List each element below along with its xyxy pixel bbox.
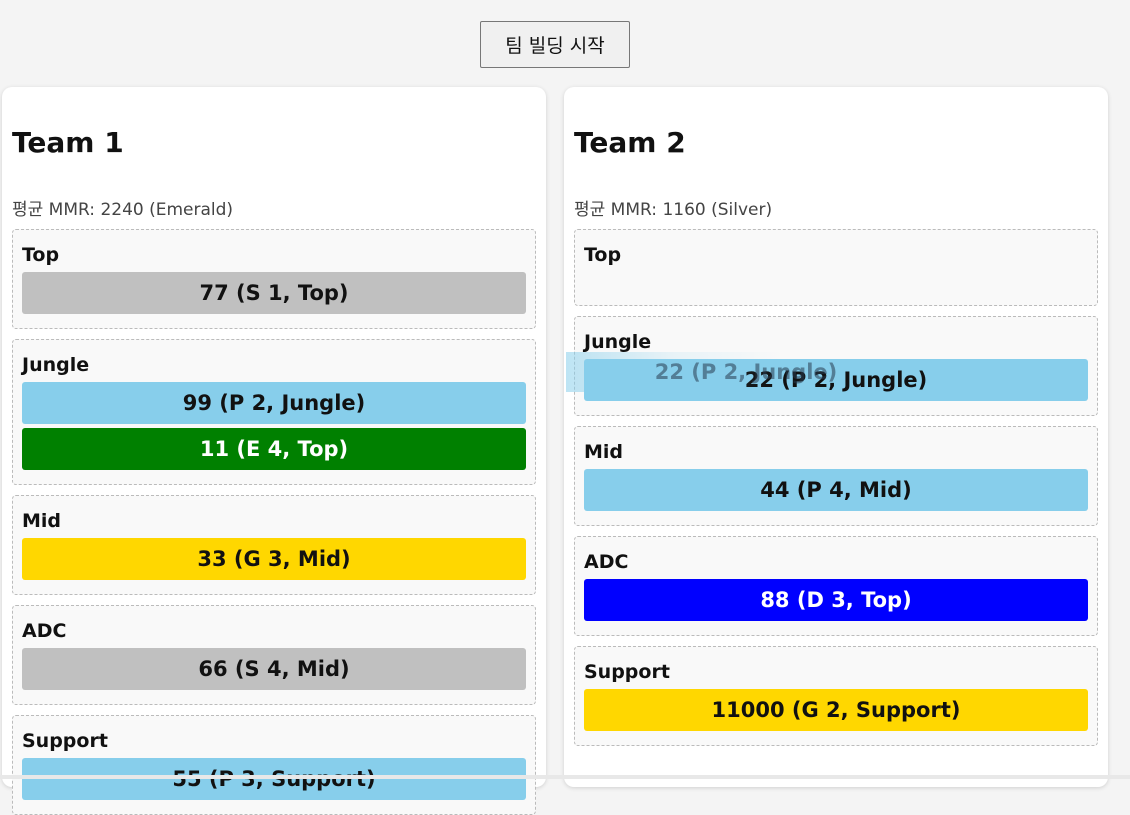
slot-top[interactable]: Top 77 (S 1, Top) xyxy=(12,229,536,329)
average-mmr: 평균 MMR: 1160 (Silver) xyxy=(574,200,773,220)
player-card[interactable]: 99 (P 2, Jungle) xyxy=(22,382,526,424)
team-title: Team 1 xyxy=(12,126,124,159)
slot-name: Top xyxy=(584,244,622,266)
player-card[interactable]: 11 (E 4, Top) xyxy=(22,428,526,470)
slot-name: Support xyxy=(22,730,108,752)
average-mmr: 평균 MMR: 2240 (Emerald) xyxy=(12,200,234,220)
start-team-building-button[interactable]: 팀 빌딩 시작 xyxy=(480,21,630,68)
window-bottom-edge xyxy=(0,775,1130,779)
slot-name: Mid xyxy=(22,510,62,532)
slot-jungle[interactable]: Jungle 99 (P 2, Jungle) 11 (E 4, Top) xyxy=(12,339,536,485)
top-bar: 팀 빌딩 시작 xyxy=(0,0,1130,87)
player-card[interactable]: 88 (D 3, Top) xyxy=(584,579,1088,621)
slot-adc[interactable]: ADC 66 (S 4, Mid) xyxy=(12,605,536,705)
slot-name: Top xyxy=(22,244,60,266)
player-card[interactable]: 66 (S 4, Mid) xyxy=(22,648,526,690)
slot-support[interactable]: Support 55 (P 3, Support) xyxy=(12,715,536,815)
slot-name: ADC xyxy=(584,551,629,573)
slot-mid[interactable]: Mid 33 (G 3, Mid) xyxy=(12,495,536,595)
player-card[interactable]: 77 (S 1, Top) xyxy=(22,272,526,314)
slot-jungle[interactable]: Jungle 22 (P 2, Jungle) xyxy=(574,316,1098,416)
slot-mid[interactable]: Mid 44 (P 4, Mid) xyxy=(574,426,1098,526)
player-card[interactable]: 22 (P 2, Jungle) xyxy=(584,359,1088,401)
slot-name: Jungle xyxy=(584,331,652,353)
slot-name: ADC xyxy=(22,620,67,642)
team-2-slots: Top Jungle 22 (P 2, Jungle) Mid 44 (P 4, Mid… xyxy=(574,229,1098,746)
slot-name: Support xyxy=(584,661,670,683)
slot-support[interactable]: Support 11000 (G 2, Support) xyxy=(574,646,1098,746)
slot-name: Jungle xyxy=(22,354,90,376)
team-2-panel: Team 2 평균 MMR: 1160 (Silver) Top Jungle 22… xyxy=(564,87,1108,787)
player-card[interactable]: 55 (P 3, Support) xyxy=(22,758,526,800)
player-card[interactable]: 33 (G 3, Mid) xyxy=(22,538,526,580)
player-card[interactable]: 11000 (G 2, Support) xyxy=(584,689,1088,731)
player-card[interactable]: 44 (P 4, Mid) xyxy=(584,469,1088,511)
team-1-panel: Team 1 평균 MMR: 2240 (Emerald) Top 77 (S 1… xyxy=(2,87,546,815)
slot-name: Mid xyxy=(584,441,624,463)
slot-top[interactable]: Top xyxy=(574,229,1098,306)
team-title: Team 2 xyxy=(574,126,686,159)
slot-adc[interactable]: ADC 88 (D 3, Top) xyxy=(574,536,1098,636)
team-1-slots: Top 77 (S 1, Top) Jungle 99 (P 2, Jungle) 11… xyxy=(12,229,536,815)
